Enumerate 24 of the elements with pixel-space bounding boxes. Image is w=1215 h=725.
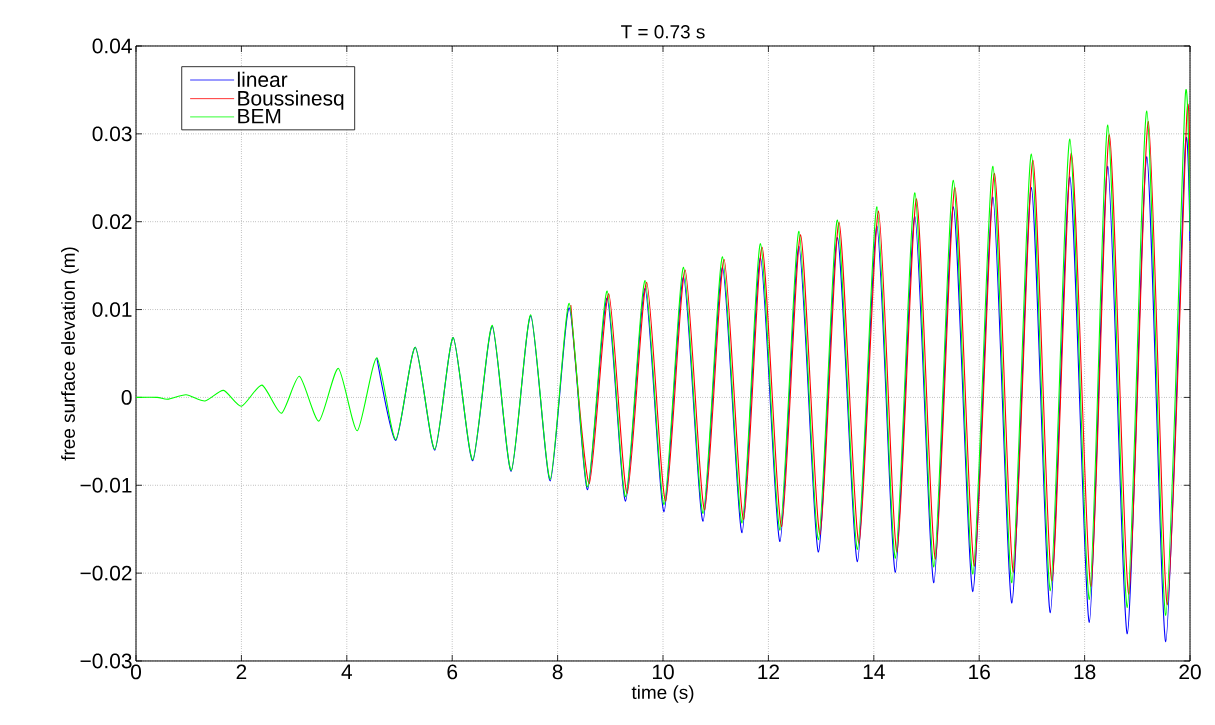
x-tick-label: 20 [1179,664,1201,680]
y-axis-title: free surface elevation (m) [61,247,79,461]
y-tick-label: 0.02 [92,214,132,230]
y-tick-label: 0 [121,390,132,405]
x-tick-label: 2 [236,664,247,680]
x-tick-label: 4 [341,664,353,679]
x-tick-label: 12 [758,664,779,680]
legend-label: Boussinesq [238,90,344,110]
x-tick-label: 18 [1074,664,1096,680]
y-tick-label: −0.02 [80,565,132,581]
legend-label: BEM [238,108,281,124]
y-tick-label: −0.01 [80,477,132,493]
y-tick-label: −0.03 [80,653,132,669]
x-tick-label: 6 [447,664,458,680]
x-tick-label: 16 [969,664,990,680]
x-tick-label: 8 [552,664,563,680]
y-tick-label: 0.04 [92,38,132,54]
legend-label: linear [237,71,288,88]
x-axis-title: time (s) [631,685,694,703]
x-tick-label: 10 [652,664,674,680]
y-tick-label: 0.01 [92,302,132,317]
chart-title: T = 0.73 s [621,25,705,39]
y-tick-label: 0.03 [92,126,132,142]
x-tick-label: 14 [863,664,885,679]
